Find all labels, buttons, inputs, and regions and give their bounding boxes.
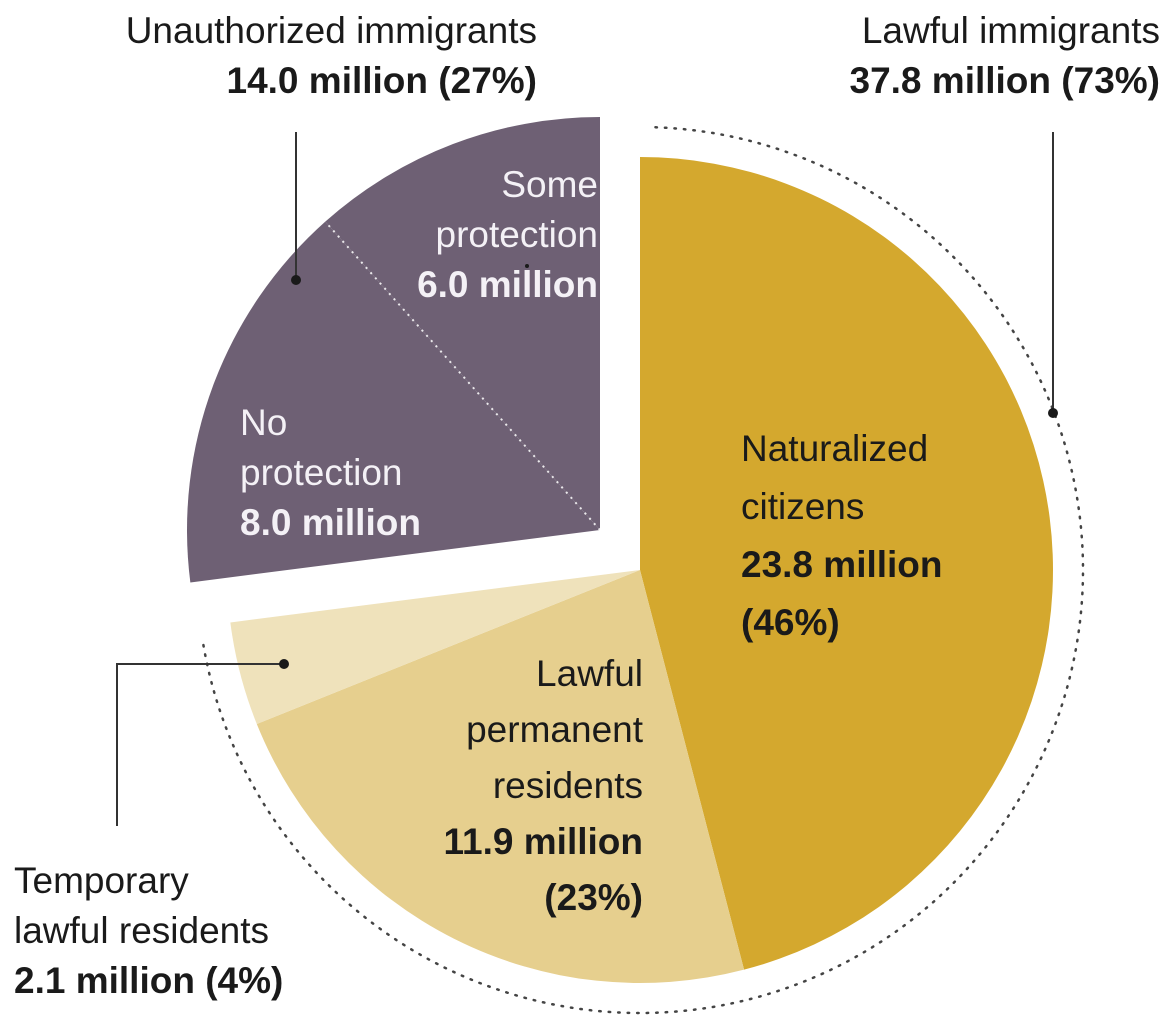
temporary-leader-line <box>116 663 284 826</box>
lpr-pct: (23%) <box>544 877 643 918</box>
unauthorized-group-value: 14.0 million (27%) <box>226 60 538 101</box>
some-protection-marker-dot <box>525 264 529 268</box>
unauthorized-group-leader-dot <box>291 275 301 285</box>
lawful-group-title: Lawful immigrants <box>861 10 1160 51</box>
pie-slice-some-protection <box>325 117 600 530</box>
lpr-label: Lawful permanent residents 11.9 million … <box>444 646 643 926</box>
unauthorized-divider-line <box>324 220 601 531</box>
temporary-name-line-1: Temporary <box>14 860 189 901</box>
temporary-leader-dot <box>279 659 289 669</box>
pie-slice-no-protection <box>187 221 600 583</box>
pie-slice-temporary <box>230 570 640 724</box>
some-protection-name-line-2: protection <box>435 214 599 255</box>
lawful-group-value: 37.8 million (73%) <box>849 60 1161 101</box>
some-protection-label: Some protection 6.0 million <box>417 160 598 310</box>
naturalized-pct: (46%) <box>741 602 840 643</box>
pie-decorations <box>116 126 1085 1015</box>
pie-slice-lpr <box>256 570 745 983</box>
lawful-group-label: Lawful immigrants 37.8 million (73%) <box>850 6 1161 106</box>
lawful-group-dotted-arc <box>201 126 1085 1015</box>
lpr-name-line-3: residents <box>492 765 643 806</box>
lpr-name-line-2: permanent <box>466 709 643 750</box>
lawful-group-leader-dot <box>1048 408 1058 418</box>
some-protection-value: 6.0 million <box>417 264 598 305</box>
naturalized-name-line-1: Naturalized <box>741 428 929 469</box>
unauthorized-group-label: Unauthorized immigrants 14.0 million (27… <box>126 6 537 106</box>
lpr-value: 11.9 million <box>443 821 643 862</box>
temporary-name-line-2: lawful residents <box>14 910 270 951</box>
pie-slices <box>187 117 1053 983</box>
no-protection-name-line-1: No <box>240 402 288 443</box>
naturalized-value: 23.8 million <box>741 544 943 585</box>
temporary-value: 2.1 million (4%) <box>14 960 284 1001</box>
temporary-label: Temporary lawful residents 2.1 million (… <box>14 856 283 1006</box>
no-protection-name-line-2: protection <box>240 452 403 493</box>
no-protection-label: No protection 8.0 million <box>240 398 421 548</box>
pie-slice-naturalized <box>640 157 1053 970</box>
some-protection-name-line-1: Some <box>501 164 598 205</box>
naturalized-label: Naturalized citizens 23.8 million (46%) <box>741 420 943 652</box>
lpr-name-line-1: Lawful <box>536 653 643 694</box>
unauthorized-group-title: Unauthorized immigrants <box>125 10 537 51</box>
naturalized-name-line-2: citizens <box>741 486 865 527</box>
no-protection-value: 8.0 million <box>240 502 421 543</box>
